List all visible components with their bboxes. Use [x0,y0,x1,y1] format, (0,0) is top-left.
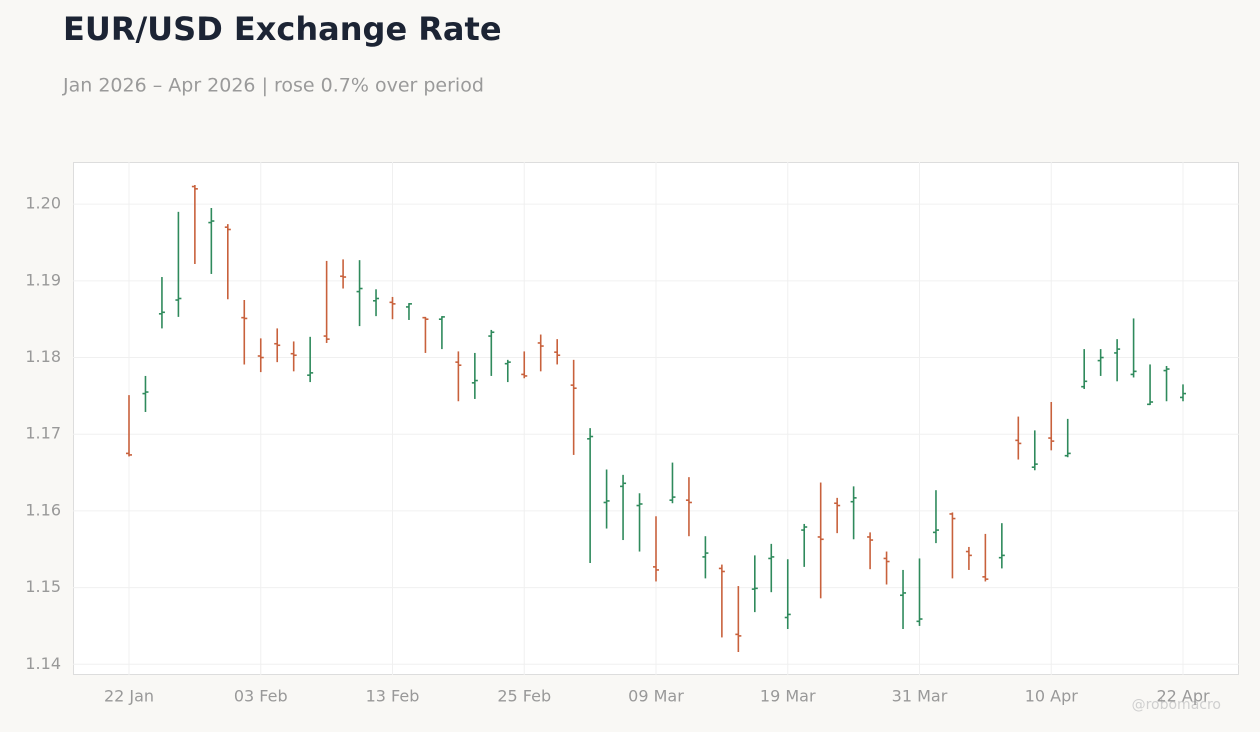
y-tick-label: 1.14 [25,654,61,673]
chart-subtitle: Jan 2026 – Apr 2026 | rose 0.7% over per… [62,75,484,97]
y-tick-label: 1.20 [25,194,61,213]
x-tick-label: 22 Jan [104,687,154,706]
x-tick-label: 25 Feb [497,687,551,706]
chart-title: EUR/USD Exchange Rate [63,10,502,48]
watermark: @robomacro [1132,697,1221,713]
y-tick-label: 1.17 [25,424,61,443]
x-tick-label: 09 Mar [628,687,684,706]
x-tick-label: 03 Feb [234,687,288,706]
y-tick-label: 1.19 [25,270,61,289]
x-tick-label: 13 Feb [366,687,420,706]
y-tick-label: 1.16 [25,500,61,519]
x-tick-label: 22 Apr [1156,687,1210,706]
grid [73,162,1239,675]
y-tick-label: 1.15 [25,577,61,596]
x-tick-label: 10 Apr [1025,687,1079,706]
x-tick-label: 31 Mar [892,687,948,706]
y-tick-label: 1.18 [25,347,61,366]
marks [126,185,1186,652]
x-tick-label: 19 Mar [760,687,816,706]
